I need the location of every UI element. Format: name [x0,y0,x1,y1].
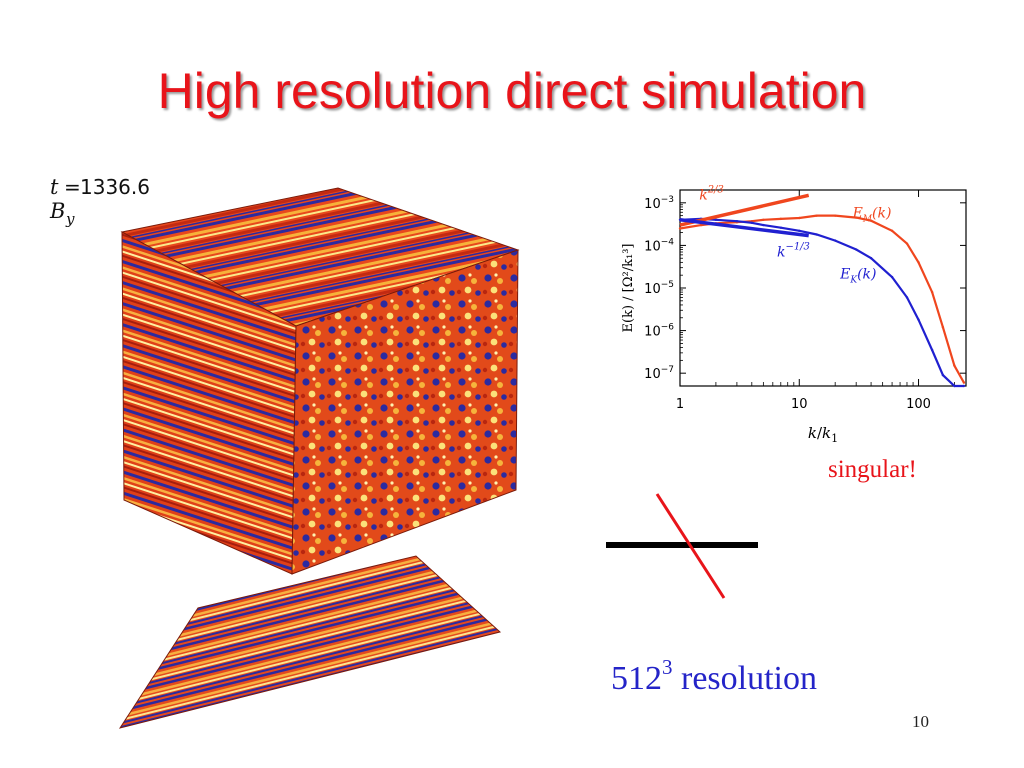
series-point-k [779,226,782,229]
field-label-subscript: y [65,210,75,228]
series-point-m [798,216,801,220]
x-axis-label-denominator: k [822,424,831,442]
legend-em: EM(k) [852,206,892,225]
x-tick-label: 10 [791,397,808,412]
label-k-minus-1-3: k−1/3 [777,241,810,260]
series-point-m [953,364,956,367]
y-axis-label: E(k) / [Ω²/k₁³] [621,244,636,333]
legend-ek: EK(k) [839,267,876,286]
series-point-m [678,227,682,230]
cube-visualization: t = 1336.6 B y [49,175,520,729]
series-point-m [890,229,894,233]
series-point-m [930,290,934,294]
resolution-base: 512 [611,660,662,697]
series-point-k [798,229,801,233]
series-point-k [815,233,818,236]
plot-frame [679,189,967,387]
y-tick-label: 10−3 [644,195,674,212]
y-tick-label: 10−5 [644,280,674,297]
y-tick-label: 10−4 [644,237,674,254]
resolution-annotation: 5123 resolution [611,655,817,698]
singularity-sketch [606,493,758,599]
slide-title: High resolution direct simulation [157,63,867,119]
time-variable: t [50,175,59,199]
time-value: 1336.6 [80,175,150,199]
singular-annotation: singular! [828,456,917,483]
reference-line-k-2-3 [679,193,810,227]
page-number: 10 [912,712,929,731]
label-k-2-3: k2/3 [699,184,724,203]
series-point-m [854,216,858,219]
series-point-k [869,257,873,260]
series-point-m [905,242,909,245]
series-point-m [779,217,782,221]
series-point-k [930,348,934,352]
series-point-m [869,219,873,222]
time-equals: = [64,175,81,199]
crossing-red-line [655,493,726,599]
y-tick-label: 10−7 [644,365,674,382]
reference-line-k-minus-1-3 [679,218,809,238]
series-point-k [750,221,754,224]
x-axis-label: k/k1 [808,424,838,445]
field-label: B [49,199,65,223]
series-point-k [854,248,858,251]
series-point-k [917,318,920,321]
series-point-k [762,223,765,227]
series-point-k [890,275,894,279]
series-point-m [815,214,818,217]
series-point-k [962,384,966,388]
series-point-k [833,239,837,242]
series-point-m [762,218,765,221]
floor-slice [118,555,502,729]
series-point-m [941,326,945,329]
x-tick-label: 100 [906,397,931,412]
series-point-m [917,261,920,264]
series-point-k [735,220,739,223]
series-point-k [714,218,718,221]
cube-right-face [291,249,519,575]
series-point-m [962,381,966,384]
y-tick-label: 10−6 [644,323,674,340]
series-point-m [833,214,837,217]
x-axis-label-subscript: 1 [831,432,838,445]
resolution-word: resolution [672,660,817,697]
series-point-m [699,223,703,227]
x-axis-label-numerator: k [808,424,817,442]
series-point-k [905,296,909,299]
resolution-exponent: 3 [662,655,673,679]
x-tick-label: 1 [676,397,684,412]
series-point-k [941,373,945,377]
series-point-k [953,384,956,388]
energy-spectrum-chart: 10−3 10−4 10−5 10−6 10−7 1 10 100 k2/3 k−1/3 EM(… [621,184,967,445]
